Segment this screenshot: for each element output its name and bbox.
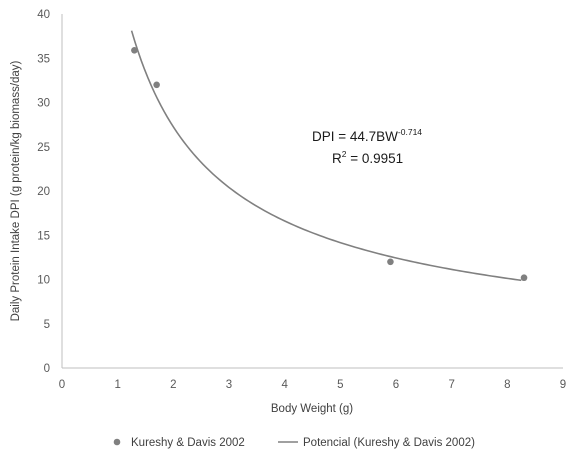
legend-label-trendline: Potencial (Kureshy & Davis 2002) [303, 437, 475, 449]
data-point [520, 274, 528, 282]
x-tick-label: 7 [448, 379, 454, 391]
x-tick-labels: 0 1 2 3 4 5 6 7 8 9 [59, 379, 566, 391]
x-tick-label: 3 [226, 379, 232, 391]
data-point [131, 46, 138, 54]
x-tick-label: 6 [393, 379, 399, 391]
equation-annotation: DPI = 44.7BW-0.714 [312, 127, 422, 144]
data-point [387, 258, 394, 266]
x-axis-title: Body Weight (g) [271, 403, 353, 415]
x-tick-label: 8 [504, 379, 510, 391]
legend: Kureshy & Davis 2002 Potencial (Kureshy … [113, 437, 475, 449]
y-tick-label: 15 [37, 230, 50, 242]
y-tick-label: 30 [37, 98, 50, 110]
r2-base: R [332, 151, 342, 166]
x-tick-label: 0 [59, 379, 65, 391]
r2-sup: 2 [342, 149, 347, 159]
r2-value: = 0.9951 [346, 151, 403, 166]
y-axis-title: Daily Protein Intake DPI (g protein/kg b… [10, 60, 22, 321]
y-tick-label: 35 [37, 53, 50, 65]
y-tick-label: 10 [37, 275, 50, 287]
legend-marker-scatter [113, 438, 121, 446]
data-points [131, 46, 528, 282]
y-tick-label: 40 [37, 9, 50, 21]
y-tick-label: 20 [37, 186, 50, 198]
legend-label-scatter: Kureshy & Davis 2002 [131, 437, 245, 449]
y-tick-labels: 0 5 10 15 20 25 30 35 40 [37, 9, 50, 375]
data-point [153, 81, 160, 89]
x-tick-label: 4 [281, 379, 288, 391]
equation-exponent: -0.714 [398, 127, 422, 137]
x-tick-label: 1 [114, 379, 120, 391]
x-tick-label: 2 [170, 379, 176, 391]
equation-base: DPI = 44.7BW [312, 129, 398, 144]
x-tick-label: 5 [337, 379, 343, 391]
y-tick-label: 0 [44, 363, 50, 375]
x-tick-label: 9 [560, 379, 566, 391]
y-tick-label: 5 [44, 319, 50, 331]
trendline-potencial [130, 30, 522, 282]
r-squared-annotation: R2 = 0.9951 [332, 149, 403, 166]
y-tick-label: 25 [37, 142, 50, 154]
